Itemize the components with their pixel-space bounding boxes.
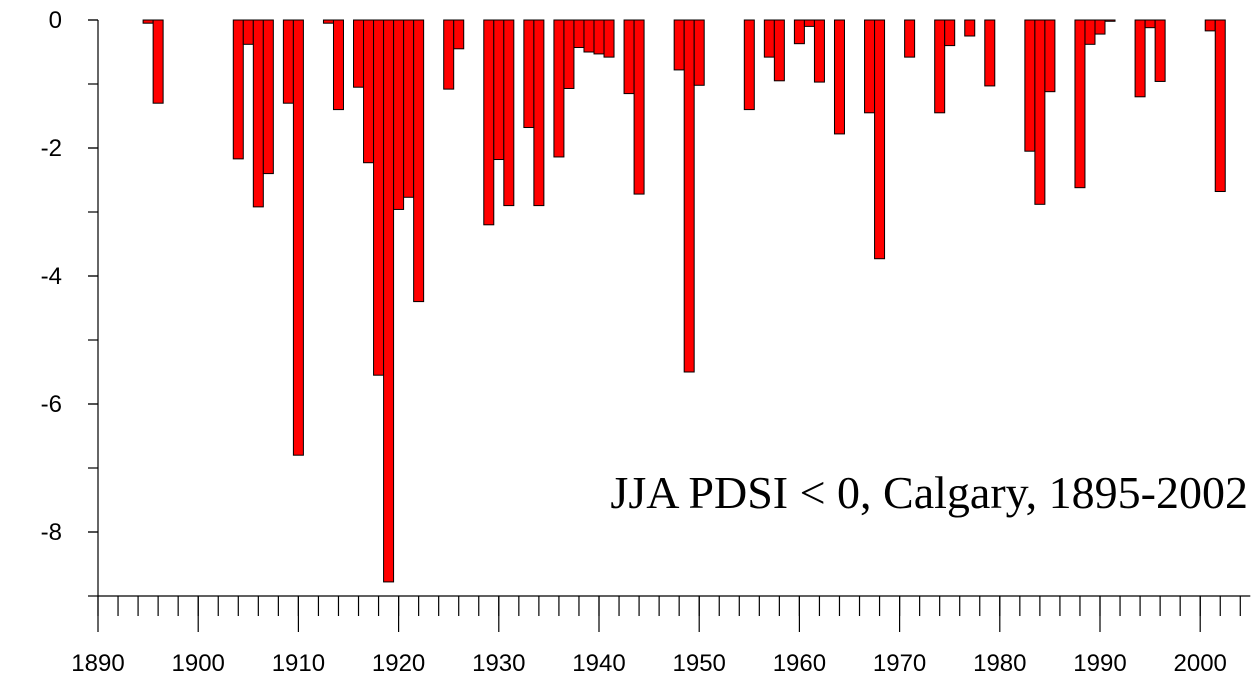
bar [1074,19,1086,189]
bar [1154,19,1166,82]
bar [1044,19,1056,93]
bar [322,19,334,24]
x-tick-label: 1990 [1073,650,1126,677]
bar [773,19,785,82]
y-tick-label: -6 [41,391,62,418]
bar [743,19,755,111]
bar [603,19,615,58]
bar [363,19,375,164]
bar [763,19,775,58]
bar [553,19,565,158]
bar [1034,19,1046,205]
bar [413,19,425,303]
bar [833,19,845,135]
bar [563,19,575,89]
bar [242,19,254,45]
bar [443,19,455,90]
bar [383,19,395,583]
bar [934,19,946,114]
x-tick-label: 1970 [873,650,926,677]
bar [803,19,815,27]
x-tick-label: 1930 [472,650,525,677]
bar [633,19,645,195]
bar [503,19,515,207]
bar [1134,19,1146,98]
x-tick-label: 1900 [172,650,225,677]
bar [623,19,635,95]
x-tick-label: 1980 [973,650,1026,677]
bar [904,19,916,58]
bar [583,19,595,53]
bar [944,19,956,47]
bar [493,19,505,161]
bar [1214,19,1226,193]
bar [683,19,695,373]
bar [282,19,294,104]
bar [573,19,585,49]
bar [964,19,976,37]
bar [593,19,605,55]
x-tick-label: 1920 [372,650,425,677]
bar [252,19,264,208]
bar [1094,19,1106,35]
bar [673,19,685,71]
y-tick-label: -4 [41,263,62,290]
x-tick-label: 1950 [673,650,726,677]
bar [1024,19,1036,152]
bar [984,19,996,87]
x-tick-label: 1940 [572,650,625,677]
bar [152,19,164,104]
bar [813,19,825,83]
bar [262,19,274,175]
y-tick-label: 0 [49,7,62,34]
bar [232,19,244,160]
bar [523,19,535,129]
bar [292,19,304,456]
bar [864,19,876,114]
bar [793,19,805,45]
bar [142,19,154,24]
x-tick-label: 1960 [773,650,826,677]
bar [874,19,886,260]
bar [483,19,495,226]
annotation: JJA PDSI < 0, Calgary, 1895-2002 [610,467,1248,518]
bar [332,19,344,111]
bar [1084,19,1096,45]
x-tick-label: 1910 [272,650,325,677]
bar [353,19,365,88]
bar [1104,19,1116,22]
bar [453,19,465,50]
bar [403,19,415,198]
bar [373,19,385,376]
bar [393,19,405,210]
bar [1144,19,1156,29]
bar [1204,19,1216,32]
x-tick-label: 2000 [1174,650,1227,677]
y-tick-label: -2 [41,135,62,162]
x-tick-label: 1890 [71,650,124,677]
y-tick-label: -8 [41,519,62,546]
bar [693,19,705,86]
bar [533,19,545,207]
